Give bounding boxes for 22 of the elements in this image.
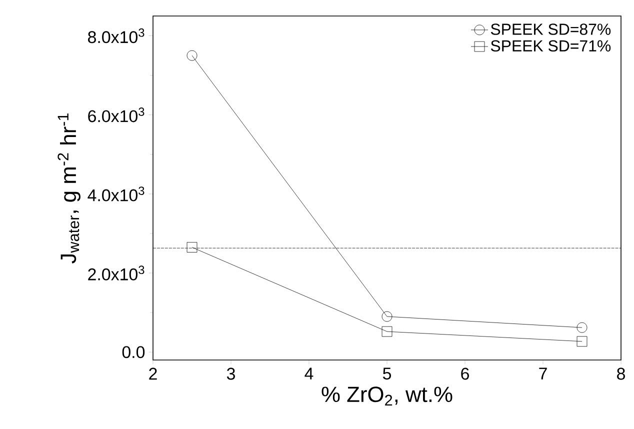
y-tick-label: 6.0x10$^{3}$ bbox=[88, 108, 144, 122]
x-tick-label: 6 bbox=[461, 368, 469, 380]
point bbox=[186, 50, 198, 61]
point bbox=[576, 322, 588, 333]
point bbox=[186, 242, 198, 252]
x-tick-label: 3 bbox=[226, 368, 235, 380]
legend-label: SPEEK SD=71% bbox=[490, 40, 611, 52]
y-tick-label: 8.0x10$^{3}$ bbox=[88, 28, 144, 44]
y-tick-label: 0.0 bbox=[122, 346, 145, 358]
x-tick-label: 8 bbox=[617, 368, 625, 380]
x-axis-title: % ZrO$_{2}$, wt.% bbox=[322, 386, 452, 406]
y-tick-label: 4.0x10$^{3}$ bbox=[88, 186, 144, 202]
y-tick-label: 2.0x10$^{3}$ bbox=[88, 266, 144, 280]
x-tick-label: 2 bbox=[149, 368, 157, 380]
point bbox=[382, 326, 392, 337]
point bbox=[382, 311, 392, 322]
y-axis-title: J$_{water}$, g m$^{-2}$ hr$^{-1}$ bbox=[58, 113, 80, 264]
x-tick-label: 7 bbox=[539, 368, 547, 380]
legend-label: SPEEK SD=87% bbox=[490, 24, 611, 35]
x-tick-label: 4 bbox=[304, 368, 314, 380]
point bbox=[576, 336, 588, 347]
x-tick-label: 5 bbox=[382, 368, 391, 380]
